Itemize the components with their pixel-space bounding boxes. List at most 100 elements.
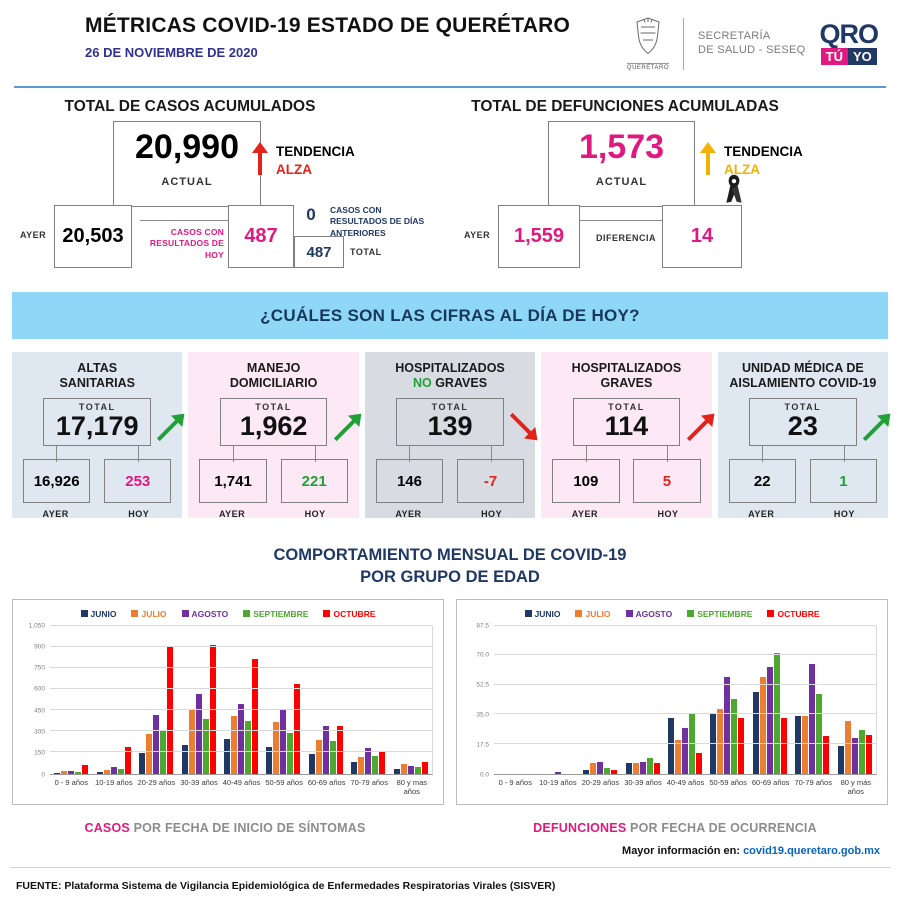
legend-swatch — [323, 610, 331, 618]
bar — [823, 736, 830, 774]
x-tick-label: 80 y más años — [840, 777, 871, 796]
card-hoy-value: 253 — [104, 459, 172, 504]
bar-group — [621, 626, 663, 774]
legend-swatch — [80, 610, 88, 618]
y-tick-label: 35.0 — [476, 711, 489, 719]
bar — [188, 708, 195, 774]
banner: ¿CUÁLES SON LAS CIFRAS AL DÍA DE HOY? — [12, 292, 888, 339]
bar — [639, 761, 646, 774]
gridline — [494, 713, 876, 715]
bar — [646, 758, 653, 774]
bar — [731, 699, 738, 774]
bar-group — [262, 626, 304, 774]
bar — [865, 734, 872, 774]
bar — [590, 763, 597, 774]
bar — [68, 771, 75, 774]
card-hoy-label: HOY — [657, 509, 679, 520]
x-axis-labels: 0 - 9 años 10-19 años 20-29 años 30-39 años… — [50, 778, 433, 800]
bar — [365, 748, 372, 774]
card-total-box: TOTAL 23 — [749, 398, 857, 447]
x-tick-label: 40-49 años — [222, 777, 261, 787]
x-tick-label: 60-69 años — [307, 777, 346, 787]
deaths-trend-label: TENDENCIA — [724, 144, 803, 159]
bar — [604, 768, 611, 774]
bar — [844, 721, 851, 774]
bar-group — [135, 626, 177, 774]
bar — [667, 717, 674, 774]
y-tick-label: 450 — [34, 707, 45, 715]
bar — [96, 772, 103, 774]
bar — [724, 677, 731, 774]
y-tick-label: 0.0 — [479, 771, 489, 779]
deaths-diferencia-label: DIFERENCIA — [595, 233, 656, 243]
report-date: 26 DE NOVIEMBRE DE 2020 — [85, 45, 258, 60]
legend-item: OCTUBRE — [767, 608, 820, 620]
y-tick-label: 52.5 — [476, 681, 489, 689]
y-tick-label: 600 — [34, 685, 45, 693]
bar — [780, 717, 787, 774]
gridline — [50, 624, 432, 626]
bar — [717, 709, 724, 774]
covid19-queretaro-link[interactable]: covid19.queretaro.gob.mx — [743, 844, 880, 857]
legend-swatch — [575, 610, 583, 618]
bar-group — [834, 626, 876, 774]
header-logos: QUERÉTARO SECRETARÍA DE SALUD - SESEQ QR… — [626, 16, 879, 71]
mourning-ribbon-icon — [720, 173, 748, 214]
bar — [795, 716, 802, 774]
bar — [407, 765, 414, 774]
shield-caption: QUERÉTARO — [626, 63, 669, 71]
queretaro-coat-of-arms: QUERÉTARO — [626, 16, 669, 71]
more-info-label: Mayor información en: — [622, 844, 744, 857]
cases-actual-value: 20,990 — [135, 128, 239, 166]
x-tick-label: 80 y mas años — [396, 777, 427, 796]
bar — [393, 769, 400, 774]
bar — [139, 753, 146, 774]
bar — [809, 663, 816, 774]
trend-up-arrow-icon — [700, 142, 716, 176]
card-unidad-medica-aislamiento: UNIDAD MÉDICA DE AISLAMIENTO COVID-19 TO… — [717, 352, 897, 519]
legend-item: JULIO — [131, 608, 167, 620]
plot-area — [50, 624, 433, 775]
bar — [117, 768, 124, 774]
deaths-title: TOTAL DE DEFUNCIONES ACUMULADAS — [471, 98, 779, 115]
charts-section-title: COMPORTAMIENTO MENSUAL DE COVID-19 POR G… — [0, 544, 900, 589]
gridline — [50, 730, 432, 732]
y-axis: 0.0 17.5 35.0 52.5 70.0 87.5 — [467, 622, 494, 779]
bar — [710, 714, 717, 774]
bar-group — [390, 626, 432, 774]
legend-label: AGOSTO — [635, 608, 673, 619]
card-hoy-value: 5 — [633, 459, 701, 504]
bar — [146, 734, 153, 774]
cases-total-box: 487 — [294, 236, 344, 268]
gridline — [494, 742, 876, 744]
legend-swatch — [625, 610, 633, 618]
card-hospitalizados-graves: HOSPITALIZADOS GRAVES TOTAL 114 109 5 AY… — [541, 352, 720, 520]
totals-section: TOTAL DE CASOS ACUMULADOS 20,990 ACTUAL … — [0, 88, 900, 284]
bar — [251, 659, 258, 774]
chart-defunciones: JUNIO JULIO AGOSTO SEPTIEMBRE OCTUBRE 0.0 17.… — [456, 598, 888, 805]
legend-label: SEPTIEMBRE — [697, 608, 753, 619]
y-tick-label: 0 — [41, 771, 45, 779]
bar — [329, 741, 336, 774]
x-tick-label: 10-19 años — [539, 777, 577, 787]
cases-previous-days-value: 0 — [296, 202, 326, 228]
bar — [54, 772, 61, 774]
deaths-ayer-box: 1,559 — [498, 205, 580, 268]
y-tick-label: 87.5 — [476, 622, 489, 630]
qro-wordmark: QRO — [819, 19, 879, 50]
legend-label: OCTUBRE — [333, 608, 376, 619]
bar — [414, 766, 421, 774]
bar-group — [220, 626, 262, 774]
deaths-summary: TOTAL DE DEFUNCIONES ACUMULADAS 1,573 AC… — [450, 88, 900, 284]
bar — [611, 770, 618, 774]
trend-arrow-icon — [505, 408, 544, 447]
legend-swatch — [524, 610, 532, 618]
y-tick-label: 17.5 — [476, 741, 489, 749]
caption-casos: CASOS POR FECHA DE INICIO DE SÍNTOMAS — [84, 820, 366, 835]
legend-item: SEPTIEMBRE — [243, 608, 308, 620]
y-tick-label: 750 — [34, 664, 45, 672]
card-total-box: TOTAL 139 — [396, 398, 504, 447]
x-tick-label: 20-29 años — [137, 777, 176, 787]
more-info-line: Mayor información en: covid19.queretaro.… — [0, 845, 880, 857]
bar-group — [579, 626, 621, 774]
